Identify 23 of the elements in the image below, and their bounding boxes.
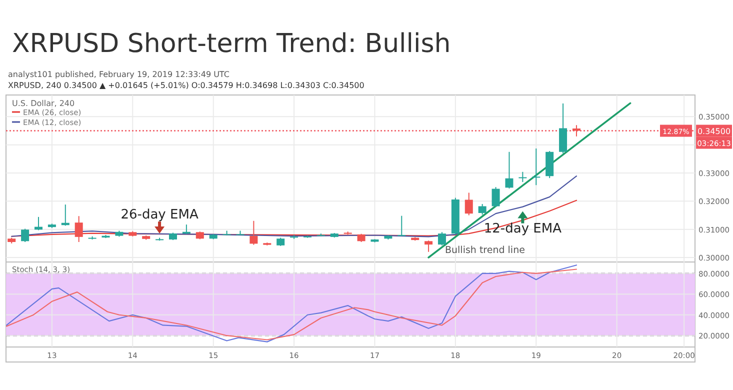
candlestick <box>518 171 527 183</box>
annotation: U.S. Dollar, 240 <box>12 99 75 108</box>
candlestick <box>438 232 446 246</box>
candlestick <box>424 240 433 252</box>
candlestick <box>492 186 500 208</box>
chart-title: XRPUSD Short-term Trend: Bullish <box>12 29 451 59</box>
candlestick <box>21 228 30 243</box>
annotation: 12-day EMA <box>484 221 562 236</box>
line-series <box>11 176 578 238</box>
candlestick <box>464 192 473 216</box>
candlestick <box>559 102 568 154</box>
candlestick <box>505 151 514 189</box>
candlestick <box>532 148 540 186</box>
text: XRPUSD, 240 0.34500 ▲ +0.01645 (+5.01%) O:0.34579 H:0.34698 L:0.34303 C:0.34500 <box>8 81 364 90</box>
candlestick <box>398 215 406 237</box>
text: analyst101 published, February 19, 2019 12:33:49 UTC <box>8 70 230 79</box>
candlestick <box>250 220 258 246</box>
annotation: 26-day EMA <box>120 208 198 223</box>
ref-line-label: 0.34500 <box>697 126 731 136</box>
candlestick <box>74 216 83 243</box>
annotation: Bullish trend line <box>445 245 526 256</box>
candlestick <box>572 124 580 137</box>
candlestick <box>478 203 486 216</box>
